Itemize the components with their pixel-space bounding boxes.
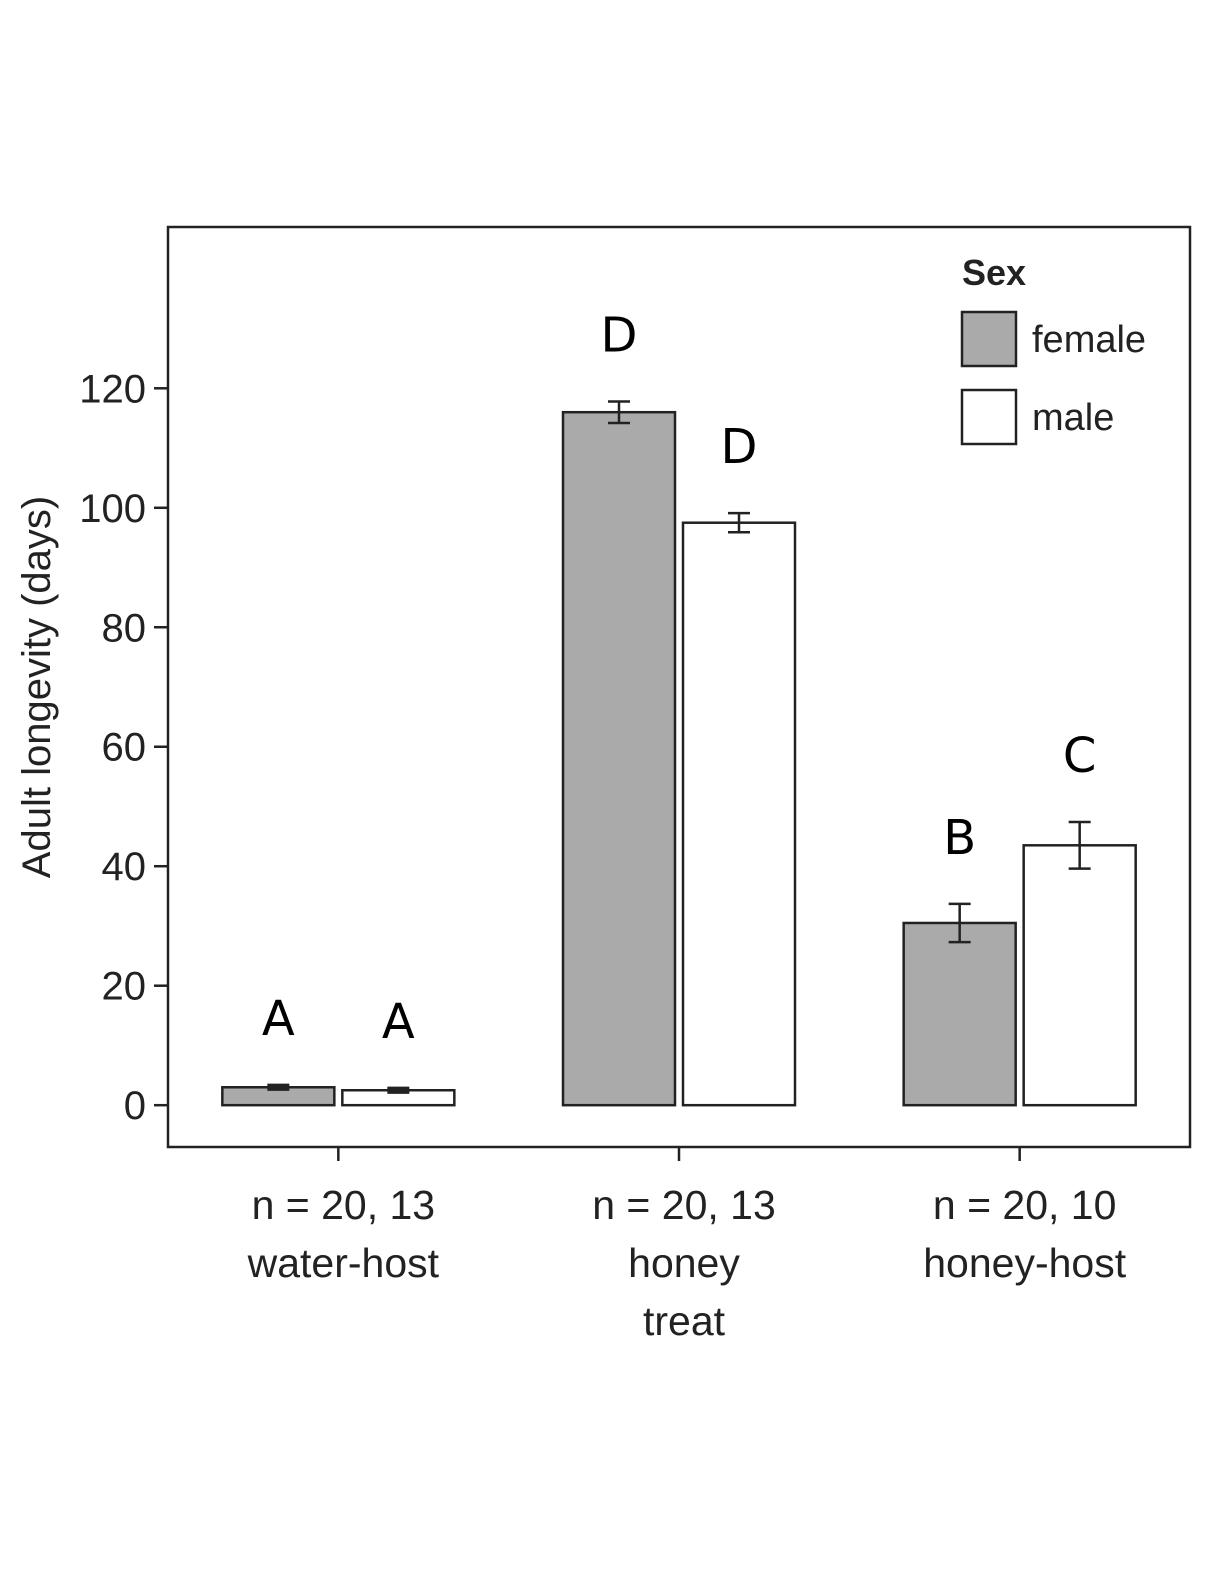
significance-letter: C [1063, 728, 1097, 784]
y-tick-label: 60 [102, 726, 147, 770]
plot-panel [166, 225, 1192, 1149]
legend-label-male: male [1032, 397, 1114, 439]
bar-female [902, 921, 1017, 1107]
bar-female [561, 410, 677, 1107]
y-tick-label: 120 [79, 367, 146, 411]
y-tick-label: 20 [102, 965, 147, 1009]
significance-letter: A [382, 994, 415, 1050]
y-tick-label: 100 [79, 487, 146, 531]
x-axis: n = 20, 13 water-host n = 20, 13 honey treat… [247, 1147, 1127, 1344]
significance-letters: A D B A D C [262, 307, 1097, 1049]
y-axis-title: Adult longevity (days) [15, 496, 59, 878]
x-category-label: honey [628, 1240, 740, 1286]
legend-key-male [960, 388, 1018, 446]
legend-label-female: female [1032, 319, 1146, 361]
legend-key-female [960, 310, 1018, 368]
significance-letter: D [721, 419, 758, 475]
error-bars [267, 400, 1091, 1094]
y-axis: 0 20 40 60 80 100 120 [79, 367, 168, 1128]
bars [221, 410, 1137, 1107]
x-category-label: treat [643, 1298, 726, 1344]
bar-male [1022, 844, 1137, 1107]
x-sample-size-label: n = 20, 13 [252, 1182, 436, 1228]
y-tick-label: 0 [124, 1084, 146, 1128]
y-tick-label: 40 [102, 845, 147, 889]
bar-male [681, 521, 797, 1107]
significance-letter: D [601, 307, 638, 363]
x-sample-size-label: n = 20, 10 [933, 1182, 1117, 1228]
legend-title: Sex [962, 252, 1026, 293]
legend: Sex female male [960, 252, 1146, 446]
y-tick-label: 80 [102, 606, 147, 650]
x-sample-size-label: n = 20, 13 [592, 1182, 776, 1228]
x-category-label: water-host [247, 1240, 440, 1286]
x-category-label: honey-host [923, 1240, 1126, 1286]
significance-letter: A [262, 991, 295, 1047]
significance-letter: B [943, 810, 976, 866]
